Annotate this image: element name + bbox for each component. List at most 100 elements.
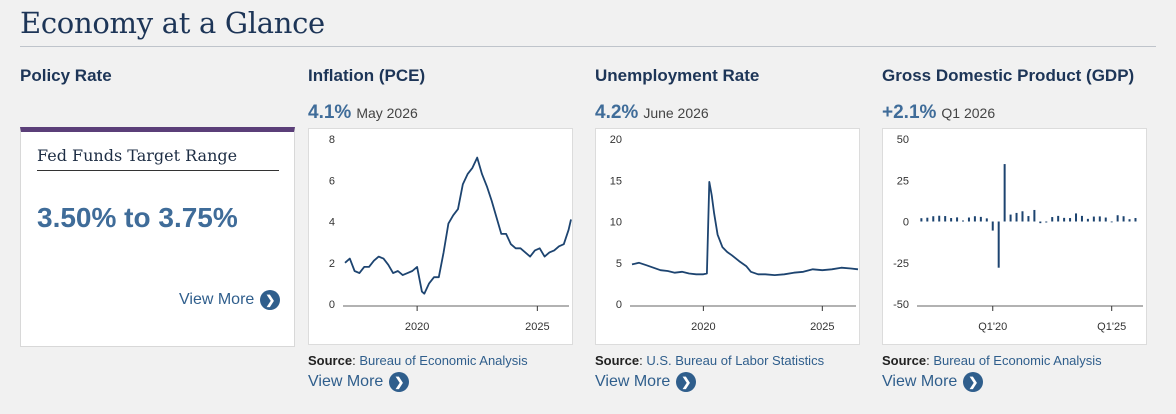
gdp-bar <box>932 216 935 222</box>
chevron-right-icon: ❯ <box>389 372 410 392</box>
source-label: Source <box>308 353 353 368</box>
view-more-label: View More <box>179 291 255 308</box>
title-divider <box>20 46 1156 47</box>
unemployment-value: 4.2% <box>595 102 639 123</box>
gdp-bar <box>1015 212 1018 222</box>
gdp-bar <box>967 217 970 222</box>
view-more-label: View More <box>308 373 384 390</box>
unemployment-source-link[interactable]: U.S. Bureau of Labor Statistics <box>646 353 825 368</box>
x-tick-label: 2020 <box>405 321 429 333</box>
chevron-right-icon: ❯ <box>963 372 984 392</box>
gdp-chart-svg: -50 -25 0 25 50 Q1'20 Q1'25 <box>893 134 1143 333</box>
y-tick-label: 8 <box>329 134 335 146</box>
inflation-chart: 0 2 4 6 8 2020 2025 <box>308 128 573 345</box>
x-tick-label: 2025 <box>810 321 834 333</box>
gdp-bar <box>944 216 947 222</box>
y-tick-label: 50 <box>897 134 909 146</box>
gdp-bar <box>1092 216 1095 222</box>
inflation-chart-svg: 0 2 4 6 8 2020 2025 <box>329 134 572 333</box>
gdp-bar <box>926 217 929 222</box>
gdp-headline: +2.1% Q1 2026 <box>882 102 995 124</box>
gdp-value: +2.1% <box>882 102 937 123</box>
gdp-period: Q1 2026 <box>941 105 996 121</box>
gdp-heading: Gross Domestic Product (GDP) <box>882 66 1135 85</box>
gdp-bar <box>1057 215 1060 222</box>
policy-heading: Policy Rate <box>20 66 112 85</box>
inflation-heading: Inflation (PCE) <box>308 66 426 85</box>
gdp-bar <box>920 218 923 222</box>
gdp-bar <box>1045 221 1048 223</box>
gdp-bar <box>962 220 965 222</box>
gdp-bar <box>1069 218 1072 222</box>
gdp-bar <box>1086 218 1089 222</box>
inflation-value: 4.1% <box>308 102 352 123</box>
gdp-source: Source: Bureau of Economic Analysis <box>882 353 1102 368</box>
x-tick-label: 2025 <box>525 321 549 333</box>
x-tick-label: 2020 <box>691 321 715 333</box>
gdp-bar <box>1110 221 1113 223</box>
y-tick-label: -50 <box>893 299 909 311</box>
y-tick-label: 10 <box>610 217 622 229</box>
gdp-bar <box>1128 219 1131 222</box>
policy-view-more-link[interactable]: View More ❯ <box>179 290 281 310</box>
gdp-bar <box>991 221 994 231</box>
inflation-period: May 2026 <box>356 105 418 121</box>
gdp-bar <box>997 221 1000 268</box>
x-tick-label: Q1'20 <box>978 321 1007 333</box>
gdp-bar <box>1098 216 1101 222</box>
unemployment-headline: 4.2% June 2026 <box>595 102 709 124</box>
gdp-bar <box>985 218 988 222</box>
gdp-bar <box>1116 215 1119 222</box>
unemployment-heading: Unemployment Rate <box>595 66 760 85</box>
y-tick-label: 25 <box>897 175 909 187</box>
unemployment-chart: 0 5 10 15 20 2020 2025 <box>595 128 860 345</box>
gdp-bar <box>1063 217 1066 222</box>
gdp-bar <box>1051 217 1054 222</box>
chevron-right-icon: ❯ <box>676 372 697 392</box>
y-tick-label: 5 <box>616 258 622 270</box>
gdp-bar <box>938 215 941 222</box>
y-tick-label: 2 <box>329 258 335 270</box>
gdp-source-link[interactable]: Bureau of Economic Analysis <box>933 353 1102 368</box>
inflation-view-more-link[interactable]: View More ❯ <box>308 372 410 392</box>
source-label: Source <box>882 353 927 368</box>
page-title: Economy at a Glance <box>20 6 325 40</box>
y-tick-label: -25 <box>893 258 909 270</box>
view-more-label: View More <box>882 373 958 390</box>
gdp-bar <box>1075 213 1078 222</box>
gdp-view-more-link[interactable]: View More ❯ <box>882 372 984 392</box>
y-tick-label: 15 <box>610 175 622 187</box>
y-tick-label: 20 <box>610 134 622 146</box>
y-tick-label: 4 <box>329 217 335 229</box>
policy-rate-card: Fed Funds Target Range 3.50% to 3.75% Vi… <box>20 127 295 347</box>
gdp-bar <box>1134 218 1137 222</box>
unemployment-series-line <box>631 181 859 276</box>
gdp-chart: -50 -25 0 25 50 Q1'20 Q1'25 <box>882 128 1147 345</box>
y-tick-label: 0 <box>616 299 622 311</box>
inflation-headline: 4.1% May 2026 <box>308 102 418 124</box>
view-more-label: View More <box>595 373 671 390</box>
unemployment-view-more-link[interactable]: View More ❯ <box>595 372 697 392</box>
y-tick-label: 0 <box>329 299 335 311</box>
gdp-bar <box>956 217 959 222</box>
gdp-bar <box>1039 221 1042 224</box>
chevron-right-icon: ❯ <box>260 290 281 310</box>
gdp-bar <box>1003 164 1006 222</box>
source-label: Source <box>595 353 640 368</box>
gdp-bar <box>979 216 982 222</box>
inflation-series-line <box>344 156 572 295</box>
gdp-bar <box>973 216 976 222</box>
y-tick-label: 6 <box>329 175 335 187</box>
gdp-bar <box>1104 217 1107 222</box>
gdp-bar <box>1080 215 1083 222</box>
gdp-bar <box>1021 211 1024 222</box>
card-title: Fed Funds Target Range <box>37 146 279 171</box>
gdp-bar <box>1027 216 1030 222</box>
gdp-bar <box>1009 214 1012 222</box>
gdp-bar <box>1122 216 1125 222</box>
gdp-bar <box>1033 209 1036 222</box>
gdp-bar <box>950 218 953 222</box>
x-tick-label: Q1'25 <box>1097 321 1126 333</box>
inflation-source-link[interactable]: Bureau of Economic Analysis <box>359 353 528 368</box>
